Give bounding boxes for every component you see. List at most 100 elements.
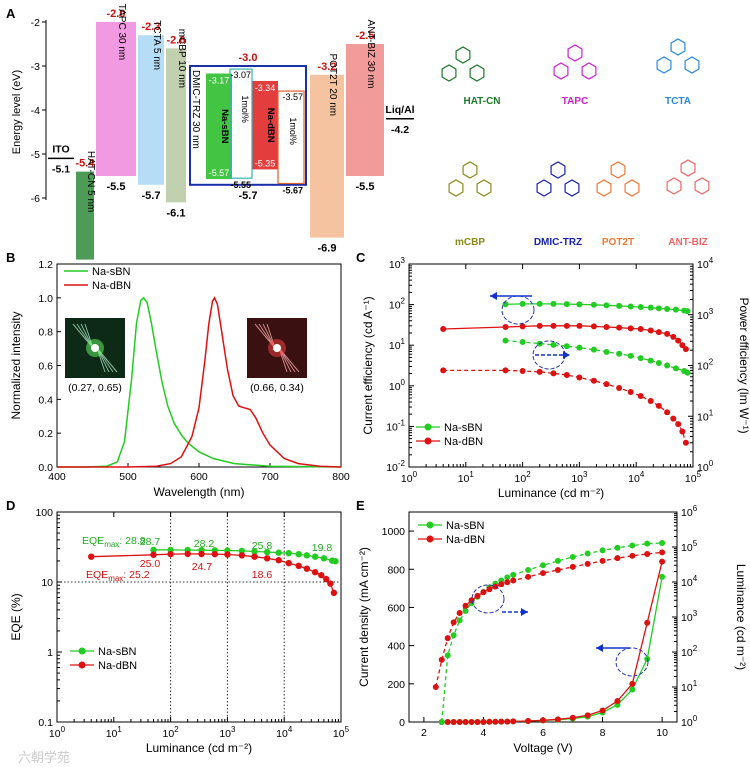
y-tick-label: -5 bbox=[31, 149, 40, 161]
data-point-Na-sBN bbox=[263, 548, 271, 556]
y-tick-label: 101 bbox=[681, 679, 698, 694]
data-point-Na-dBN bbox=[150, 551, 157, 558]
data-point-Na-dBN bbox=[323, 575, 330, 583]
legend-label-Na-sBN: Na-sBN bbox=[444, 422, 483, 434]
eqe-annotation: 24.7 bbox=[192, 561, 213, 573]
data-point-Na-dBN bbox=[474, 719, 481, 725]
data-point-Na-dBN bbox=[184, 550, 191, 558]
ring-ANT-BIZ bbox=[694, 177, 710, 195]
data-point-Na-dBN bbox=[87, 553, 95, 560]
y-tick-label: 200 bbox=[387, 679, 405, 691]
data-point-Na-sBN bbox=[672, 365, 679, 372]
data-point-Na-dBN bbox=[492, 718, 499, 725]
eqe-annotation: 28.2 bbox=[194, 538, 215, 550]
data-point-Na-sBN bbox=[438, 719, 445, 725]
data-point-Na-dBN bbox=[504, 718, 511, 725]
series-line-Na-sBN bbox=[57, 296, 342, 468]
data-point-Na-sBN bbox=[525, 567, 532, 574]
layer-name-HAT-CN: HAT-CN 5 nm bbox=[85, 151, 96, 213]
level-value-ITO: -5.1 bbox=[52, 163, 70, 175]
data-point-Na-sBN bbox=[450, 632, 457, 639]
data-point-Na-dBN bbox=[569, 714, 576, 721]
data-point-Na-sBN bbox=[275, 549, 282, 556]
y-tick-label: -2 bbox=[31, 17, 40, 29]
device-photo-inset: (0.66, 0.34) bbox=[247, 318, 307, 394]
molecule-label-HAT-CN: HAT-CN bbox=[463, 96, 500, 107]
data-point-Na-dBN bbox=[563, 371, 570, 378]
legend-marker-Na-dBN bbox=[424, 437, 432, 445]
data-point-Na-sBN bbox=[285, 549, 292, 557]
host-box bbox=[277, 90, 305, 185]
series-line-Na-dBN bbox=[441, 561, 663, 723]
y2-axis-label: Luminance (cd m⁻²) bbox=[734, 564, 748, 670]
data-point-Na-sBN bbox=[616, 350, 623, 357]
legend-label-Na-sBN: Na-sBN bbox=[92, 266, 131, 278]
emitter-homo-Na-sBN: -5.57 bbox=[209, 168, 230, 178]
data-point-Na-sBN bbox=[684, 308, 691, 315]
data-point-Na-dBN bbox=[655, 329, 662, 336]
panel-label-d: D bbox=[6, 498, 15, 513]
data-point-Na-sBN bbox=[554, 557, 561, 564]
data-point-Na-sBN bbox=[502, 337, 509, 344]
data-point-Na-sBN bbox=[614, 544, 621, 551]
data-point-Na-sBN bbox=[332, 558, 339, 565]
lumo-value-ANT-BIZ: -2.5 bbox=[356, 30, 375, 42]
data-point-Na-dBN bbox=[498, 581, 505, 588]
molecule-label-TCTA: TCTA bbox=[665, 96, 691, 107]
data-point-Na-dBN bbox=[603, 324, 610, 331]
data-point-Na-sBN bbox=[659, 540, 666, 547]
layer-bar-POT2T bbox=[310, 74, 344, 238]
y-tick-label: 106 bbox=[681, 504, 698, 519]
lumo-value-POT2T: -3.2 bbox=[318, 61, 337, 73]
y-tick-label: 0.0 bbox=[38, 462, 53, 474]
data-point-Na-sBN bbox=[462, 607, 469, 614]
data-point-Na-sBN bbox=[295, 550, 302, 558]
ring-POT2T bbox=[624, 179, 640, 197]
data-point-Na-dBN bbox=[540, 717, 546, 724]
layer-bar-TCTA bbox=[138, 35, 164, 185]
data-point-Na-sBN bbox=[590, 301, 597, 308]
data-point-Na-dBN bbox=[519, 323, 526, 330]
ring-HAT-CN bbox=[455, 46, 471, 64]
x-axis-label: Wavelength (nm) bbox=[154, 485, 245, 499]
molecule-TAPC: TAPC bbox=[553, 44, 597, 107]
data-point-Na-sBN bbox=[647, 357, 654, 364]
y-tick-label: 0.8 bbox=[38, 327, 53, 339]
y-tick-label: 103 bbox=[697, 307, 714, 322]
x-tick-label: 102 bbox=[163, 725, 180, 740]
data-point-Na-sBN bbox=[637, 355, 644, 362]
eqe-annotation: 28.7 bbox=[140, 536, 161, 548]
data-point-Na-dBN bbox=[670, 333, 677, 340]
data-point-Na-dBN bbox=[295, 562, 302, 570]
data-point-Na-dBN bbox=[275, 556, 282, 564]
y-tick-label: -4 bbox=[31, 105, 40, 117]
molecule-label-ANT-BIZ: ANT-BIZ bbox=[668, 237, 707, 248]
emitter-homo-Na-dBN: -5.35 bbox=[255, 158, 276, 168]
electrode-label-Liq/Al: Liq/Al bbox=[385, 104, 414, 116]
data-point-Na-dBN bbox=[576, 322, 583, 329]
layer-name-TAPC: TAPC 30 nm bbox=[116, 4, 127, 61]
data-point-Na-sBN bbox=[550, 341, 557, 348]
data-point-Na-sBN bbox=[655, 305, 662, 312]
data-point-Na-dBN bbox=[263, 555, 271, 562]
data-point-Na-dBN bbox=[510, 718, 517, 725]
data-point-Na-dBN bbox=[456, 610, 463, 617]
molecule-ANT-BIZ: ANT-BIZ bbox=[666, 159, 710, 248]
data-point-Na-dBN bbox=[444, 635, 451, 642]
host-box-DMIC-TRZ bbox=[189, 65, 307, 186]
data-point-Na-dBN bbox=[644, 551, 651, 558]
data-point-Na-dBN bbox=[590, 377, 597, 384]
data-point-Na-sBN bbox=[637, 304, 644, 311]
y-tick-label: 101 bbox=[389, 337, 406, 352]
x-tick-label: 500 bbox=[119, 471, 137, 483]
data-point-Na-dBN bbox=[629, 680, 636, 687]
y-tick-label: 1.2 bbox=[38, 259, 53, 271]
y-tick-label: 600 bbox=[387, 602, 405, 614]
ring-POT2T bbox=[596, 179, 612, 197]
data-point-Na-sBN bbox=[627, 303, 634, 310]
emitter-lumo-Na-dBN: -3.34 bbox=[255, 83, 276, 93]
eqe-annotation: 19.8 bbox=[312, 542, 333, 554]
y-tick-label: 800 bbox=[387, 564, 405, 576]
data-point-Na-sBN bbox=[311, 553, 319, 560]
legend-marker-Na-sBN bbox=[426, 521, 434, 529]
